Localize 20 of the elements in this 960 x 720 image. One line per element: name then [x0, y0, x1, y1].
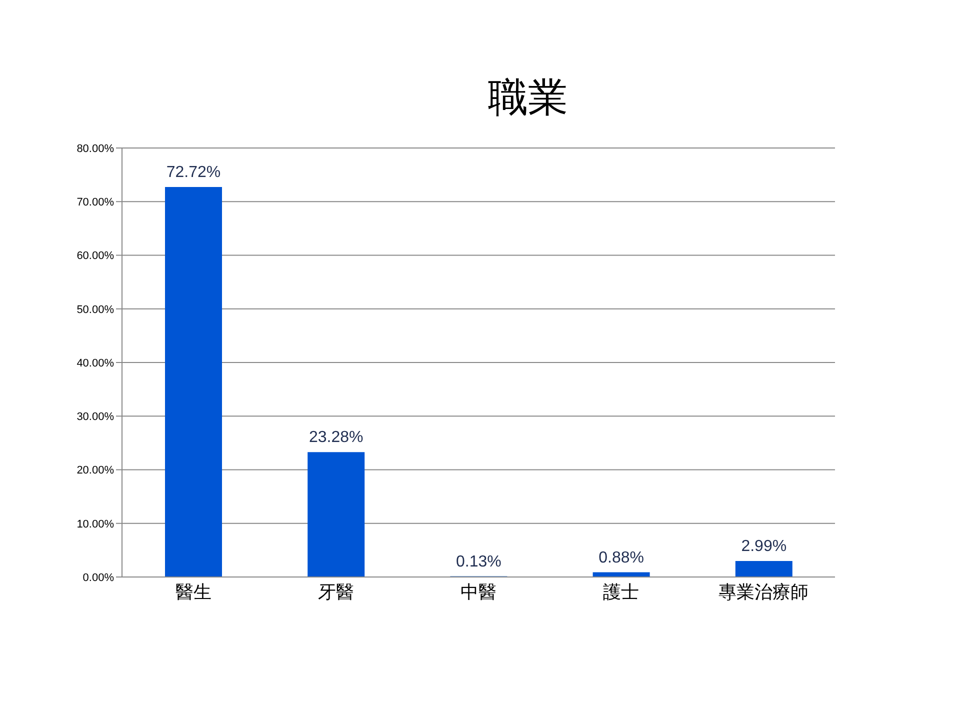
- x-tick-label: 醫生: [175, 582, 212, 602]
- data-label: 0.88%: [598, 549, 644, 566]
- x-tick-label: 牙醫: [318, 582, 354, 602]
- x-tick-label: 護士: [603, 582, 640, 602]
- y-tick-label: 30.00%: [76, 411, 114, 424]
- data-label: 0.13%: [456, 553, 502, 570]
- x-tick-label: 中醫: [460, 582, 496, 602]
- data-label: 23.28%: [308, 429, 364, 446]
- chart-title: 職業: [487, 75, 569, 122]
- y-tick-label: 50.00%: [76, 304, 114, 316]
- data-label: 72.72%: [166, 164, 221, 182]
- y-tick-label: 60.00%: [76, 250, 114, 262]
- y-tick-label: 0.00%: [82, 572, 114, 584]
- y-tick-label: 80.00%: [76, 142, 114, 155]
- x-tick-label: 專業治療師: [718, 582, 809, 602]
- data-label: 2.99%: [741, 538, 787, 555]
- y-tick-label: 20.00%: [76, 464, 114, 477]
- y-tick-label: 40.00%: [76, 357, 114, 370]
- y-tick-label: 10.00%: [76, 518, 114, 530]
- y-tick-label: 70.00%: [76, 196, 114, 209]
